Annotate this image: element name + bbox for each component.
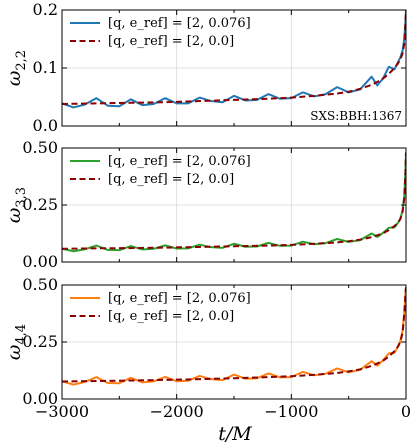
x-tick-label: −1000 (264, 402, 318, 421)
y-axis-label: ω2,2 (3, 50, 29, 86)
legend-label-2: [q, e_ref] = [2, 0.0] (108, 172, 234, 187)
y-axis-label-sub: 4,4 (14, 324, 29, 345)
y-axis-label-base: ω (3, 208, 25, 224)
y-tick-label: 0.25 (22, 332, 58, 351)
x-tick-label: −2000 (150, 402, 204, 421)
y-axis-label: ω4,4 (3, 324, 29, 360)
y-tick-label: 0.00 (22, 252, 58, 271)
y-tick-label: 0.50 (22, 275, 58, 294)
series-line-2 (62, 10, 406, 105)
y-axis-label-base: ω (3, 71, 25, 87)
panels: 0.00.10.2ω2,2[q, e_ref] = [2, 0.076][q, … (3, 0, 411, 421)
series-line-2 (62, 152, 406, 250)
legend-label-2: [q, e_ref] = [2, 0.0] (108, 309, 234, 324)
x-tick-label: 0 (401, 402, 411, 421)
chart-panel-2: 0.00 0.25 0.50 ω3,3 [q, e_ref] = [2, 0.076] [… (3, 138, 407, 271)
y-tick-label: 0.0 (33, 116, 58, 135)
y-tick-label: 0.2 (33, 0, 58, 19)
y-tick-label: 0.1 (33, 58, 58, 77)
chart-panel-3: 0.00 0.25 0.50 −3000 −2000 −1000 0 ω4,4 [q, e_re… (3, 275, 411, 421)
y-axis-label-base: ω (3, 345, 25, 361)
y-axis-label-sub: 2,2 (14, 50, 29, 71)
y-axis-label-sub: 3,3 (14, 187, 29, 208)
x-tick-label: −3000 (35, 402, 89, 421)
y-axis-label: ω3,3 (3, 187, 29, 223)
legend-label-1: [q, e_ref] = [2, 0.076] (108, 16, 251, 31)
x-axis-label: t/M (218, 423, 252, 445)
legend-label-1: [q, e_ref] = [2, 0.076] (108, 154, 251, 169)
panel-annotation: SXS:BBH:1367 (310, 109, 402, 123)
legend-label-2: [q, e_ref] = [2, 0.0] (108, 34, 234, 49)
y-tick-label: 0.00 (22, 389, 58, 408)
y-tick-label: 0.50 (22, 138, 58, 157)
series-line-1 (62, 10, 406, 109)
legend-label-1: [q, e_ref] = [2, 0.076] (108, 291, 251, 306)
y-tick-label: 0.25 (22, 195, 58, 214)
series-line-2 (62, 287, 406, 383)
chart-panel-1: 0.0 0.1 0.2 ω2,2 [q, e_ref] = [2, 0.076] [q, … (3, 0, 407, 135)
